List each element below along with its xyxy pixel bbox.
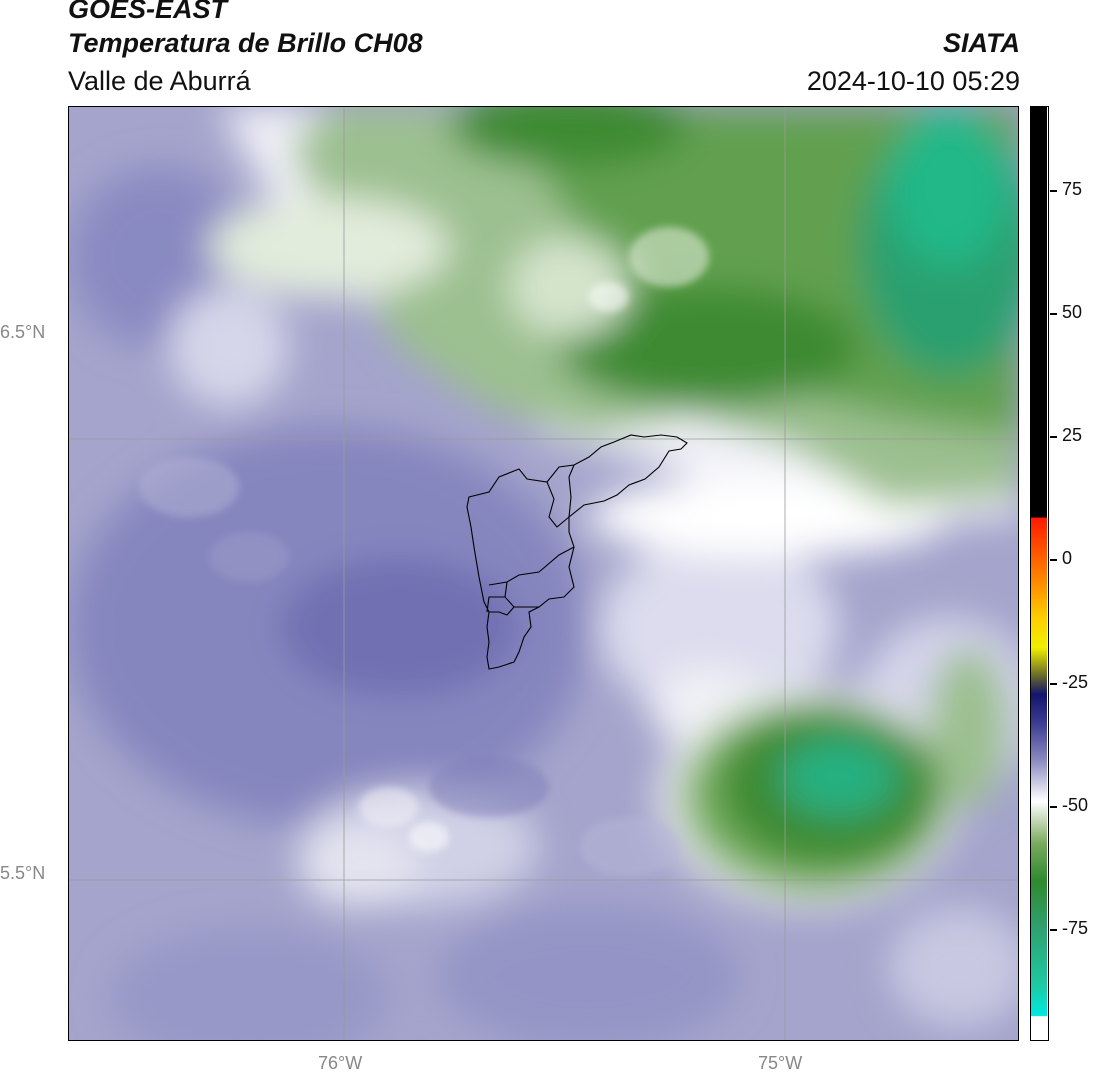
colorbar-label-neg75: -75: [1062, 918, 1089, 938]
colorbar-tick: [1050, 313, 1057, 315]
municipal-line-1: [546, 481, 570, 528]
lon-label-76w: 76°W: [318, 1053, 363, 1073]
valle-de-aburra-boundaries: [466, 434, 688, 670]
colorbar-label-0: 0: [1062, 548, 1073, 568]
colorbar-tick: [1050, 683, 1057, 685]
colorbar-tick: [1050, 806, 1057, 808]
colorbar-label-neg50: -50: [1062, 795, 1089, 815]
colorbar: [1030, 106, 1049, 1041]
colorbar-tick: [1050, 929, 1057, 931]
colorbar-tick: [1050, 436, 1057, 438]
municipal-line-5: [486, 596, 505, 613]
colorbar-tick: [1050, 190, 1057, 192]
lat-label-6-5n: 6.5°N: [0, 322, 46, 342]
colorbar-label-75: 75: [1062, 179, 1083, 199]
municipal-line-6: [489, 606, 515, 616]
colorbar-label-25: 25: [1062, 425, 1083, 445]
field-detail: [139, 227, 709, 877]
satellite-title: GOES-EAST: [68, 0, 228, 24]
lon-label-75w: 75°W: [758, 1053, 803, 1073]
municipal-line-2: [568, 464, 575, 518]
brightness-temperature-map: [68, 106, 1019, 1041]
colorbar-tick: [1050, 559, 1057, 561]
municipal-line-3: [488, 546, 575, 586]
colorbar-gradient: [1031, 107, 1047, 1039]
colorbar-label-50: 50: [1062, 302, 1083, 322]
map-canvas: [69, 107, 1018, 1040]
product-title: Temperatura de Brillo CH08: [68, 28, 423, 58]
region-label: Valle de Aburrá: [68, 66, 251, 96]
agency-label: SIATA: [943, 28, 1020, 58]
lat-label-5-5n: 5.5°N: [0, 863, 46, 883]
colorbar-label-neg25: -25: [1062, 672, 1089, 692]
graticule: [69, 107, 1018, 1040]
temperature-field: [69, 107, 1018, 1040]
datetime-label: 2024-10-10 05:29: [806, 66, 1020, 96]
